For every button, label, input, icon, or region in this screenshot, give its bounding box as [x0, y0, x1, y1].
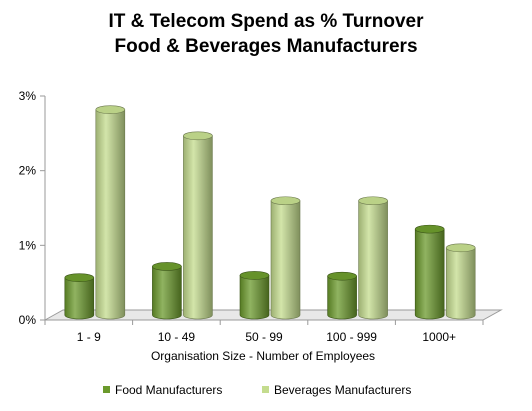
- bar-top: [358, 196, 388, 206]
- x-tick-label: 100 - 999: [326, 330, 377, 344]
- bar-food: [414, 224, 445, 320]
- y-tick-label: 2%: [19, 164, 37, 178]
- bar-top: [270, 196, 301, 206]
- bar-body: [239, 275, 270, 320]
- bar-food: [152, 262, 182, 320]
- bar-top: [414, 224, 445, 234]
- bar-beverages: [95, 105, 126, 320]
- bar-beverages: [270, 196, 301, 320]
- bar-beverages: [445, 243, 476, 320]
- bar-body: [270, 200, 301, 320]
- bar-body: [414, 228, 445, 320]
- bar-beverages: [358, 196, 388, 320]
- x-tick-label: 1000+: [422, 330, 456, 344]
- bar-food: [327, 271, 357, 320]
- legend-label: Food Manufacturers: [115, 383, 222, 397]
- chart-title-line-1: IT & Telecom Spend as % Turnover: [108, 11, 424, 32]
- bar-top: [183, 131, 213, 141]
- bar-top: [64, 273, 95, 282]
- legend-item: Food Manufacturers: [103, 383, 222, 397]
- legend-swatch: [262, 386, 269, 393]
- bar-body: [445, 247, 476, 320]
- bar-top: [327, 271, 357, 281]
- bar-top: [95, 105, 126, 114]
- bar-top: [152, 262, 182, 271]
- bar-beverages: [183, 131, 213, 320]
- legend-swatch: [103, 386, 110, 393]
- bar-body: [152, 266, 182, 320]
- bar-body: [327, 275, 357, 320]
- bar-body: [95, 109, 126, 320]
- bar-body: [183, 135, 213, 320]
- legend-item: Beverages Manufacturers: [262, 383, 411, 397]
- legend-label: Beverages Manufacturers: [274, 383, 411, 397]
- bar-top: [239, 271, 270, 280]
- x-tick-label: 50 - 99: [245, 330, 283, 344]
- chart-title-line-2: Food & Beverages Manufacturers: [114, 36, 418, 57]
- y-tick-label: 0%: [19, 313, 37, 327]
- bar-food: [64, 273, 95, 320]
- bar-body: [358, 200, 388, 320]
- x-tick-label: 1 - 9: [77, 330, 101, 344]
- x-tick-label: 10 - 49: [158, 330, 196, 344]
- x-axis-title: Organisation Size - Number of Employees: [151, 349, 375, 363]
- bar-body: [64, 277, 95, 320]
- bar-top: [445, 243, 476, 253]
- y-tick-label: 1%: [19, 238, 37, 252]
- y-tick-label: 3%: [19, 89, 37, 103]
- bar-food: [239, 271, 270, 320]
